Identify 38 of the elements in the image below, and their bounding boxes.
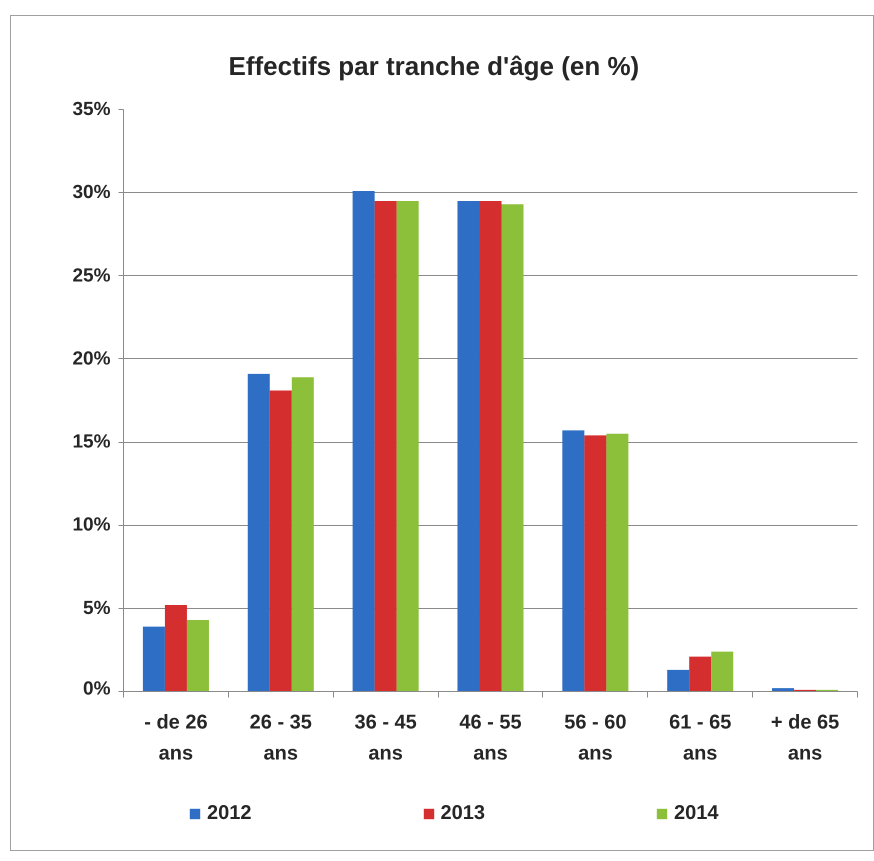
bar [711, 652, 734, 692]
y-tick-label: 25% [72, 265, 111, 286]
bar [667, 670, 690, 692]
bar [502, 204, 524, 692]
y-tick-label: 0% [83, 678, 111, 700]
x-tick-label: - de 26 ans [144, 712, 208, 764]
bar [479, 200, 502, 692]
y-tick-label: 30% [72, 182, 111, 204]
bar [562, 430, 584, 692]
bar [689, 656, 712, 692]
bar [584, 435, 606, 692]
x-tick-label: 46 - 55 ans [459, 712, 522, 764]
x-tick-label: + de 65 ans [770, 712, 840, 764]
bar [772, 688, 794, 692]
bar [374, 200, 397, 692]
y-tick-label: 20% [72, 348, 111, 370]
y-tick-label: 35% [72, 99, 111, 120]
bar [270, 390, 292, 692]
x-tick-label: 61 - 65 ans [669, 712, 732, 764]
bar [352, 190, 375, 692]
bar [186, 620, 209, 692]
legend-label: 2014 [674, 802, 718, 825]
bar [457, 200, 480, 692]
x-tick-label: 26 - 35 ans [250, 712, 312, 764]
chart-title: Effectifs par tranche d'âge (en %) [228, 51, 640, 81]
bar [248, 374, 270, 692]
bar [292, 377, 314, 692]
x-tick-label: 56 - 60 ans [564, 712, 626, 764]
legend-label: 2012 [207, 802, 252, 825]
y-tick-label: 15% [72, 432, 111, 453]
x-tick-label: 36 - 45 ans [354, 712, 417, 764]
bar [164, 605, 187, 692]
bar [396, 200, 419, 692]
legend-label: 2013 [440, 802, 485, 825]
bar [606, 434, 628, 692]
y-tick-label: 10% [72, 514, 111, 536]
y-tick-label: 5% [83, 598, 111, 619]
bar [142, 626, 165, 692]
